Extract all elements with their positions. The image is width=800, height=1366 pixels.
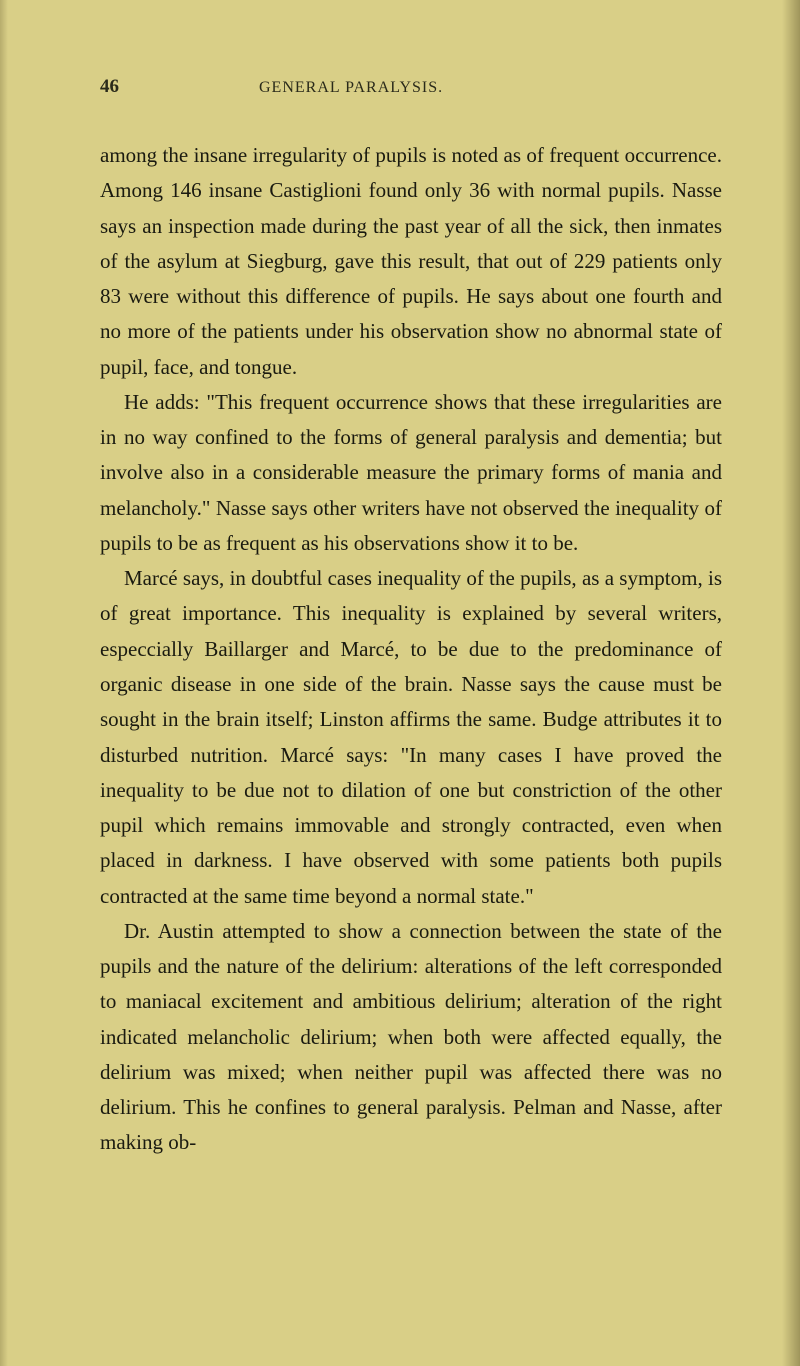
page-number: 46 bbox=[100, 76, 119, 98]
body-text: among the insane irregularity of pupils … bbox=[100, 138, 722, 1161]
paragraph-2: He adds: "This frequent occurrence shows… bbox=[100, 385, 722, 561]
right-edge-shadow bbox=[782, 0, 800, 1366]
page-container: 46 GENERAL PARALYSIS. among the insane i… bbox=[0, 0, 800, 1366]
paragraph-4: Dr. Austin attempted to show a connectio… bbox=[100, 914, 722, 1161]
page-header: 46 GENERAL PARALYSIS. bbox=[100, 76, 722, 98]
paragraph-3: Marcé says, in doubtful cases inequality… bbox=[100, 561, 722, 914]
paragraph-1: among the insane irregularity of pupils … bbox=[100, 138, 722, 385]
page-title: GENERAL PARALYSIS. bbox=[259, 79, 443, 97]
